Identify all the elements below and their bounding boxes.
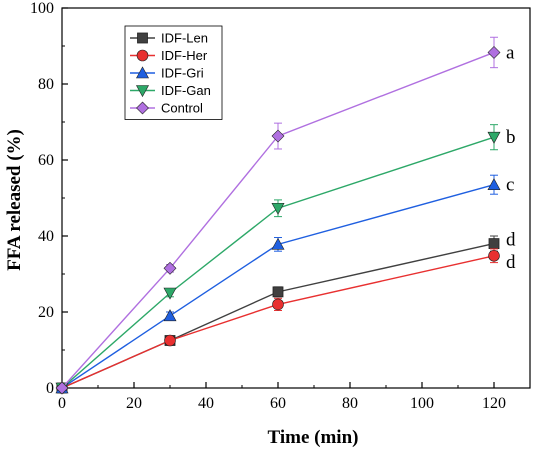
y-tick-label: 40 — [38, 228, 54, 245]
series-line — [61, 136, 495, 389]
legend-label: IDF-Len — [161, 31, 208, 46]
series-line — [61, 184, 495, 389]
legend-label: IDF-Her — [161, 48, 208, 63]
x-axis-title: Time (min) — [268, 427, 359, 448]
series-line — [61, 51, 495, 389]
series-idf-gan: b — [55, 124, 516, 395]
data-point — [271, 129, 285, 143]
significance-label: d — [506, 252, 516, 273]
legend-marker — [136, 101, 149, 115]
x-tick-label: 20 — [126, 395, 142, 412]
data-point — [272, 286, 284, 298]
series-idf-gri: c — [55, 174, 514, 394]
data-point — [272, 298, 284, 311]
data-point — [164, 334, 176, 347]
x-tick-label: 40 — [198, 395, 214, 412]
data-point — [163, 287, 177, 300]
y-tick-label: 60 — [38, 152, 54, 169]
series-line — [61, 255, 495, 389]
y-tick-label: 80 — [38, 76, 54, 93]
series-layer: dd c b a — [55, 36, 516, 395]
legend-entry: IDF-Her — [130, 48, 208, 63]
data-point — [271, 237, 285, 250]
axes: 0 20 40 60 80 100 120 0 20 40 60 80 100 — [30, 0, 531, 412]
significance-label: d — [506, 230, 516, 251]
significance-label: c — [506, 175, 514, 196]
data-point — [487, 46, 501, 59]
significance-label: a — [506, 42, 515, 63]
legend-marker — [135, 66, 150, 79]
x-tick-label: 60 — [270, 395, 286, 412]
x-tick-label: 120 — [482, 395, 506, 412]
series-idf-her: d — [56, 248, 516, 394]
data-point — [55, 381, 69, 395]
data-point — [163, 309, 177, 322]
y-axis-title: FFA released (%) — [4, 129, 25, 271]
data-point — [488, 249, 500, 262]
series-control: a — [55, 36, 515, 395]
legend: IDF-Len IDF-Her IDF-Gri IDF-Gan Control — [124, 25, 223, 120]
legend-entry: IDF-Gri — [130, 66, 204, 81]
legend-label: Control — [161, 101, 203, 116]
legend-entry: Control — [130, 101, 203, 116]
data-point — [271, 202, 285, 215]
x-tick-label: 100 — [410, 395, 434, 412]
x-tick-label: 80 — [342, 395, 358, 412]
y-tick-label: 20 — [38, 304, 54, 321]
legend-marker — [137, 32, 148, 44]
series-idf-len: d — [56, 230, 516, 394]
legend-entry: IDF-Len — [130, 31, 208, 46]
significance-label: b — [506, 127, 516, 148]
legend-label: IDF-Gri — [161, 66, 204, 81]
x-tick-label: 0 — [58, 395, 66, 412]
legend-entry: IDF-Gan — [130, 83, 211, 98]
y-tick-label: 100 — [30, 0, 54, 17]
legend-marker — [135, 85, 150, 98]
legend-label: IDF-Gan — [161, 83, 211, 98]
y-tick-label: 0 — [46, 380, 54, 397]
data-point — [487, 131, 501, 144]
data-point — [487, 178, 501, 190]
legend-marker — [136, 49, 149, 62]
data-point — [488, 238, 500, 250]
data-point — [163, 261, 177, 275]
